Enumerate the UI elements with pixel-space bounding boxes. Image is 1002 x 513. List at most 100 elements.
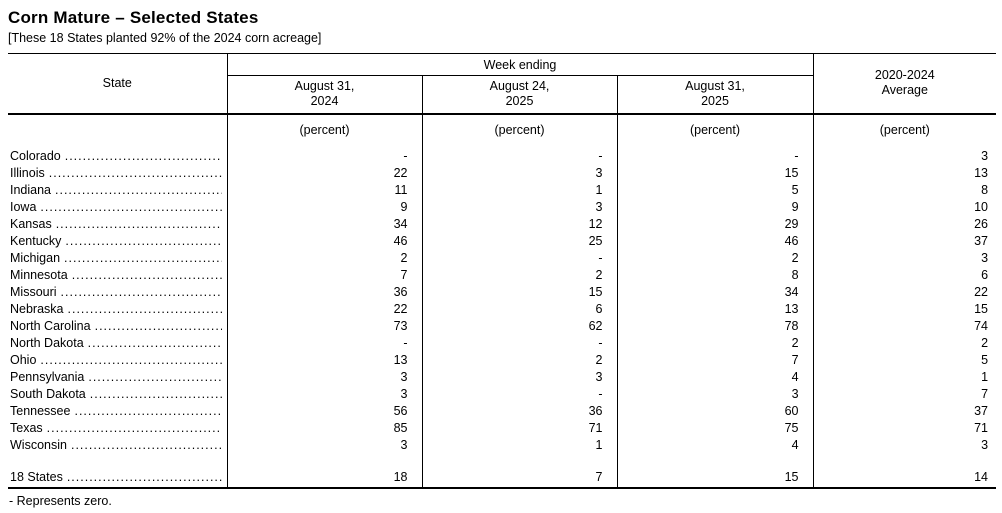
table-row: Indiana11158	[8, 179, 996, 197]
dot-leader	[61, 285, 222, 299]
value-cell: 7	[617, 349, 814, 367]
state-cell: Texas	[8, 417, 228, 435]
state-cell: Wisconsin	[8, 434, 228, 452]
average-cell: 14	[974, 469, 989, 484]
state-cell: Tennessee	[8, 400, 228, 418]
dot-leader	[40, 353, 221, 367]
value-cell: -	[422, 332, 618, 350]
state-name: 18 States	[10, 469, 63, 484]
value-cell: 62	[422, 315, 618, 333]
value-cell: 18	[227, 466, 423, 488]
units-label: (percent)	[879, 123, 930, 137]
state-name: Tennessee	[10, 403, 71, 418]
value-cell: 3	[227, 383, 423, 401]
value-cell: -	[227, 332, 423, 350]
value-cell: -	[422, 145, 618, 163]
column-header-week-2: August 24, 2025	[422, 75, 618, 115]
table-row: Iowa 939 10	[8, 196, 996, 214]
dot-leader	[64, 251, 221, 265]
state-name: Iowa	[10, 199, 37, 214]
dot-leader	[65, 234, 221, 248]
state-cell: 18 States	[8, 466, 228, 488]
average-cell: 6	[981, 267, 989, 282]
spacer-cell	[8, 451, 228, 467]
value-cell: 15	[617, 466, 814, 488]
value-cell: 78	[617, 315, 814, 333]
dot-leader	[74, 404, 221, 418]
dot-leader	[65, 149, 222, 163]
state-name: Pennsylvania	[10, 369, 85, 384]
value-cell: 36	[422, 400, 618, 418]
value-cell: 6	[422, 298, 618, 316]
value-cell: 75	[617, 417, 814, 435]
state-name: Michigan	[10, 250, 61, 265]
state-name: Wisconsin	[10, 437, 67, 452]
value-cell: 46	[617, 230, 814, 248]
state-name: Kansas	[10, 216, 52, 231]
average-cell: 7	[981, 386, 989, 401]
value-cell: -	[422, 383, 618, 401]
value-cell: 2	[617, 332, 814, 350]
average-cell: 37	[974, 233, 989, 248]
table-row: Michigan 2-2 3	[8, 247, 996, 265]
column-group-week-ending: Week ending	[227, 53, 814, 76]
dot-leader	[68, 302, 222, 316]
state-cell: Minnesota	[8, 264, 228, 282]
value-cell: 71	[422, 417, 618, 435]
value-cell: 15	[617, 162, 814, 180]
value-cell: 7	[422, 466, 618, 488]
state-name: Minnesota	[10, 267, 68, 282]
value-cell: 73	[227, 315, 423, 333]
state-cell: Kansas	[8, 213, 228, 231]
table-row: Colorado---3	[8, 145, 996, 163]
state-cell: Nebraska	[8, 298, 228, 316]
value-cell: -	[422, 247, 618, 265]
table-row: Wisconsin3143	[8, 434, 996, 452]
table-body: Colorado---3Illinois2231513Indiana11158I…	[8, 145, 996, 488]
average-cell: 71	[974, 420, 989, 435]
corn-mature-table: State Week ending 2020-2024 Average Augu…	[8, 53, 997, 489]
value-cell: 8	[617, 264, 814, 282]
table-row: Minnesota 728 6	[8, 264, 996, 282]
state-name: North Dakota	[10, 335, 84, 350]
value-cell: 29	[617, 213, 814, 231]
value-cell: 9	[227, 196, 423, 214]
units-label: (percent)	[617, 113, 814, 146]
value-cell: 60	[617, 400, 814, 418]
value-cell: 9	[617, 196, 814, 214]
value-cell: 3	[422, 366, 618, 384]
average-cell: 3	[981, 148, 989, 163]
dot-leader	[71, 438, 222, 452]
value-cell: 1	[422, 179, 618, 197]
state-cell: Colorado	[8, 145, 228, 163]
state-cell: Ohio	[8, 349, 228, 367]
dot-leader	[72, 268, 222, 282]
average-cell: 22	[974, 284, 989, 299]
column-header-average: 2020-2024 Average	[813, 53, 997, 115]
value-cell: 36	[227, 281, 423, 299]
value-cell: 22	[227, 298, 423, 316]
state-name: North Carolina	[10, 318, 91, 333]
value-cell: 12	[422, 213, 618, 231]
value-cell: 13	[227, 349, 423, 367]
state-name: Nebraska	[10, 301, 64, 316]
spacer-cell	[227, 451, 423, 467]
table-row: South Dakota 3-3 7	[8, 383, 996, 401]
value-cell: 85	[227, 417, 423, 435]
average-cell: 26	[974, 216, 989, 231]
dot-leader	[40, 200, 221, 214]
value-cell: 3	[227, 434, 423, 452]
state-name: Illinois	[10, 165, 45, 180]
value-cell: 2	[227, 247, 423, 265]
table-row: Texas85717571	[8, 417, 996, 435]
value-cell: 34	[617, 281, 814, 299]
value-cell: 4	[617, 366, 814, 384]
state-cell: South Dakota	[8, 383, 228, 401]
